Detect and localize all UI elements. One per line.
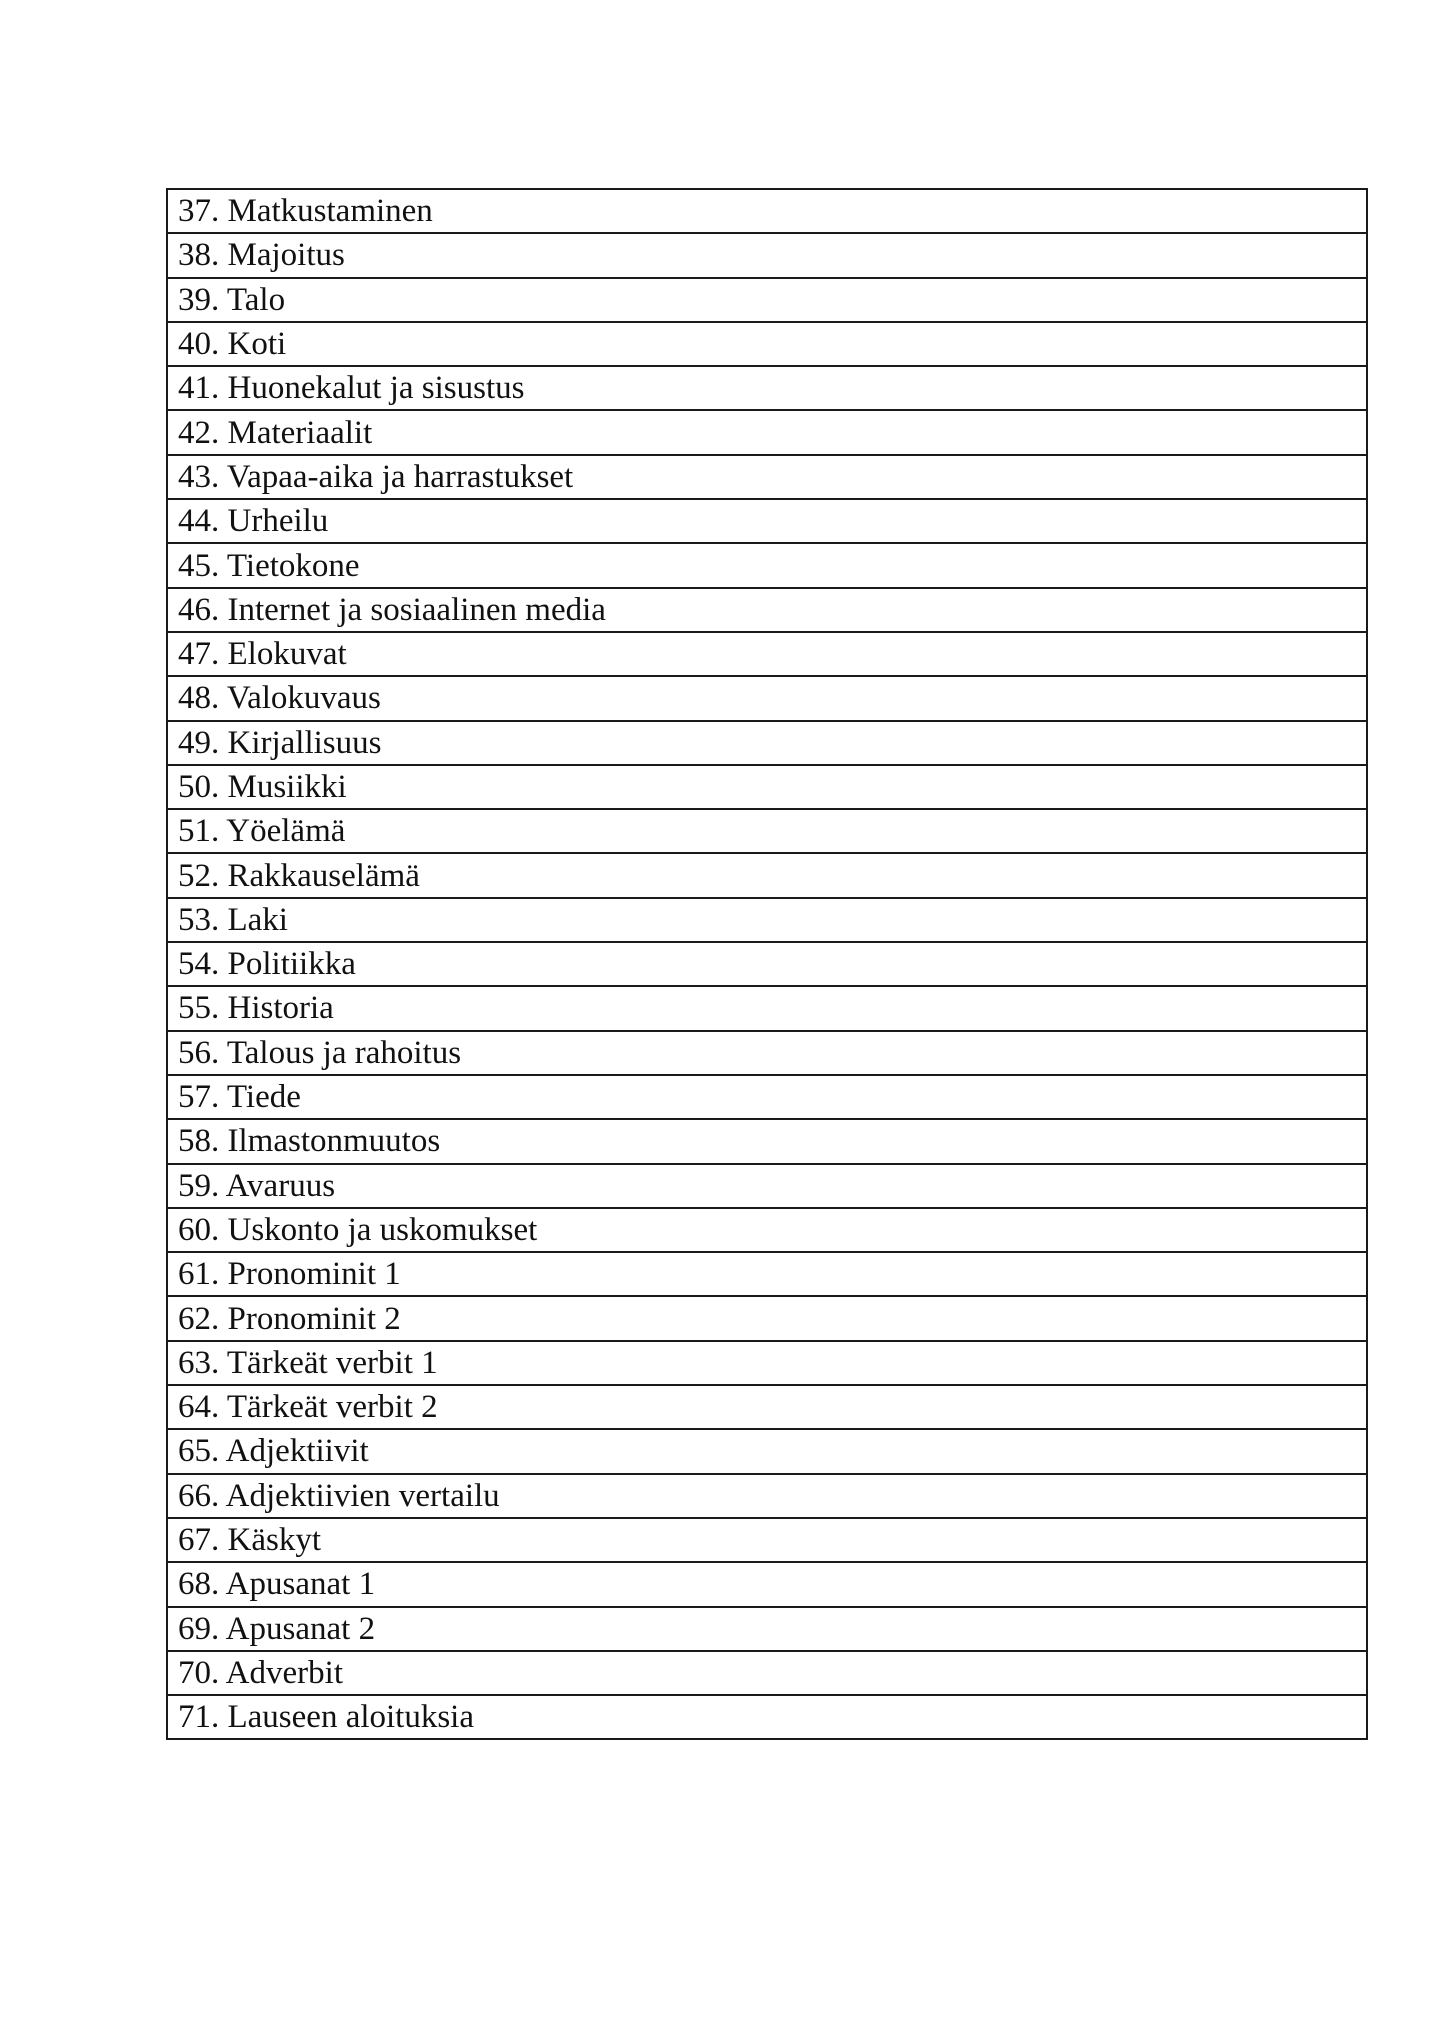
- topic-item: 70. Adverbit: [166, 1649, 1368, 1697]
- table-row: 60. Uskonto ja uskomukset: [166, 1206, 1368, 1254]
- topic-item: 67. Käskyt: [166, 1516, 1368, 1564]
- topic-item: 60. Uskonto ja uskomukset: [166, 1206, 1368, 1254]
- table-row: 37. Matkustaminen: [166, 187, 1368, 235]
- table-row: 53. Laki: [166, 896, 1368, 944]
- topic-item: 55. Historia: [166, 985, 1368, 1032]
- topic-item: 56. Talous ja rahoitus: [166, 1029, 1368, 1076]
- table-row: 44. Urheilu: [166, 498, 1368, 545]
- topic-item: 40. Koti: [166, 320, 1368, 368]
- topic-item: 57. Tiede: [166, 1073, 1368, 1121]
- topic-item: 53. Laki: [166, 896, 1368, 944]
- topic-item: 37. Matkustaminen: [166, 187, 1368, 235]
- table-row: 61. Pronominit 1: [166, 1251, 1368, 1298]
- table-row: 48. Valokuvaus: [166, 675, 1368, 722]
- topic-item: 49. Kirjallisuus: [166, 719, 1368, 766]
- topic-item: 61. Pronominit 1: [166, 1251, 1368, 1298]
- table-row: 56. Talous ja rahoitus: [166, 1029, 1368, 1076]
- topic-list-table: 37. Matkustaminen 38. Majoitus 39. Talo 40.…: [166, 187, 1368, 1741]
- topic-item: 41. Huonekalut ja sisustus: [166, 365, 1368, 412]
- topic-item: 71. Lauseen aloituksia: [166, 1694, 1368, 1741]
- topic-item: 44. Urheilu: [166, 498, 1368, 545]
- topic-item: 59. Avaruus: [166, 1162, 1368, 1209]
- topic-item: 58. Ilmastonmuutos: [166, 1118, 1368, 1165]
- table-row: 46. Internet ja sosiaalinen media: [166, 586, 1368, 633]
- table-row: 59. Avaruus: [166, 1162, 1368, 1209]
- topic-item: 52. Rakkauselämä: [166, 852, 1368, 899]
- table-row: 42. Materiaalit: [166, 409, 1368, 456]
- topic-item: 66. Adjektiivien vertailu: [166, 1472, 1368, 1519]
- table-row: 49. Kirjallisuus: [166, 719, 1368, 766]
- topic-item: 51. Yöelämä: [166, 808, 1368, 855]
- table-row: 70. Adverbit: [166, 1649, 1368, 1697]
- table-row: 52. Rakkauselämä: [166, 852, 1368, 899]
- topic-item: 65. Adjektiivit: [166, 1428, 1368, 1475]
- topic-item: 38. Majoitus: [166, 232, 1368, 279]
- table-row: 54. Politiikka: [166, 941, 1368, 988]
- table-row: 51. Yöelämä: [166, 808, 1368, 855]
- table-row: 69. Apusanat 2: [166, 1605, 1368, 1652]
- topic-item: 62. Pronominit 2: [166, 1295, 1368, 1342]
- topic-item: 63. Tärkeät verbit 1: [166, 1339, 1368, 1387]
- table-row: 47. Elokuvat: [166, 630, 1368, 678]
- topic-item: 46. Internet ja sosiaalinen media: [166, 586, 1368, 633]
- table-row: 40. Koti: [166, 320, 1368, 368]
- table-row: 62. Pronominit 2: [166, 1295, 1368, 1342]
- table-row: 57. Tiede: [166, 1073, 1368, 1121]
- topic-item: 64. Tärkeät verbit 2: [166, 1384, 1368, 1431]
- table-row: 41. Huonekalut ja sisustus: [166, 365, 1368, 412]
- topic-item: 45. Tietokone: [166, 542, 1368, 589]
- table-row: 64. Tärkeät verbit 2: [166, 1384, 1368, 1431]
- topic-item: 68. Apusanat 1: [166, 1561, 1368, 1608]
- table-row: 38. Majoitus: [166, 232, 1368, 279]
- table-row: 39. Talo: [166, 276, 1368, 323]
- table-row: 68. Apusanat 1: [166, 1561, 1368, 1608]
- table-row: 45. Tietokone: [166, 542, 1368, 589]
- topic-item: 48. Valokuvaus: [166, 675, 1368, 722]
- topic-item: 54. Politiikka: [166, 941, 1368, 988]
- topic-item: 50. Musiikki: [166, 763, 1368, 811]
- topic-item: 42. Materiaalit: [166, 409, 1368, 456]
- table-row: 58. Ilmastonmuutos: [166, 1118, 1368, 1165]
- topic-item: 43. Vapaa-aika ja harrastukset: [166, 453, 1368, 501]
- topic-item: 47. Elokuvat: [166, 630, 1368, 678]
- topic-item: 39. Talo: [166, 276, 1368, 323]
- table-row: 71. Lauseen aloituksia: [166, 1694, 1368, 1741]
- table-row: 67. Käskyt: [166, 1516, 1368, 1564]
- table-row: 43. Vapaa-aika ja harrastukset: [166, 453, 1368, 501]
- table-row: 65. Adjektiivit: [166, 1428, 1368, 1475]
- table-row: 50. Musiikki: [166, 763, 1368, 811]
- table-row: 66. Adjektiivien vertailu: [166, 1472, 1368, 1519]
- table-row: 63. Tärkeät verbit 1: [166, 1339, 1368, 1387]
- table-row: 55. Historia: [166, 985, 1368, 1032]
- topic-item: 69. Apusanat 2: [166, 1605, 1368, 1652]
